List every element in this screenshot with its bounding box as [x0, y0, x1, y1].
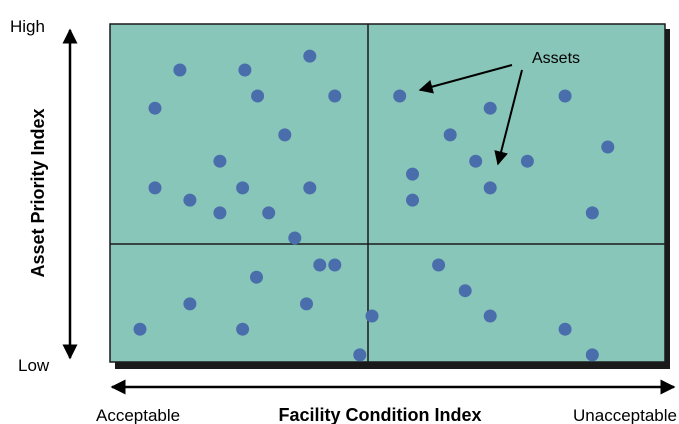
assets-callout-label: Assets	[532, 50, 580, 67]
asset-point	[148, 181, 162, 195]
asset-point	[458, 284, 472, 298]
asset-point	[483, 101, 497, 115]
asset-points	[133, 49, 615, 362]
asset-point	[183, 193, 197, 207]
asset-point	[133, 322, 147, 336]
asset-point	[148, 101, 162, 115]
asset-point	[278, 128, 292, 142]
asset-point	[601, 140, 615, 154]
asset-point	[558, 89, 572, 103]
asset-point	[236, 181, 250, 195]
asset-point	[483, 181, 497, 195]
asset-point	[393, 89, 407, 103]
asset-point	[443, 128, 457, 142]
y-axis-high-label: High	[10, 17, 45, 36]
asset-point	[213, 206, 227, 220]
asset-point	[328, 89, 342, 103]
asset-point	[483, 309, 497, 323]
y-axis-low-label: Low	[18, 356, 50, 375]
x-axis-unacceptable-label: Unacceptable	[573, 406, 677, 424]
asset-point	[558, 322, 572, 336]
x-axis-acceptable-label: Acceptable	[96, 406, 180, 424]
asset-point	[262, 206, 276, 220]
asset-point	[365, 309, 379, 323]
y-axis-title: Asset Priority Index	[28, 108, 48, 277]
asset-point	[353, 348, 367, 362]
asset-point	[183, 297, 197, 311]
asset-point	[303, 181, 317, 195]
asset-point	[250, 270, 263, 284]
asset-point	[328, 258, 342, 272]
asset-point	[585, 348, 599, 362]
asset-point	[173, 63, 187, 77]
asset-point	[288, 231, 302, 245]
asset-point	[238, 63, 252, 77]
plot-field	[109, 23, 666, 363]
asset-point	[406, 167, 419, 181]
asset-point	[251, 89, 265, 103]
callout-arrow-down	[494, 69, 523, 166]
asset-point	[406, 193, 419, 207]
asset-point	[520, 154, 534, 168]
asset-point	[300, 297, 313, 311]
callout-arrow-left	[418, 64, 513, 94]
asset-point	[313, 258, 327, 272]
asset-point	[213, 154, 227, 168]
asset-point	[303, 49, 317, 63]
asset-point	[585, 206, 599, 220]
asset-point	[432, 258, 446, 272]
x-axis-title: Facility Condition Index	[278, 405, 481, 424]
asset-point	[236, 322, 250, 336]
asset-point	[469, 154, 483, 168]
